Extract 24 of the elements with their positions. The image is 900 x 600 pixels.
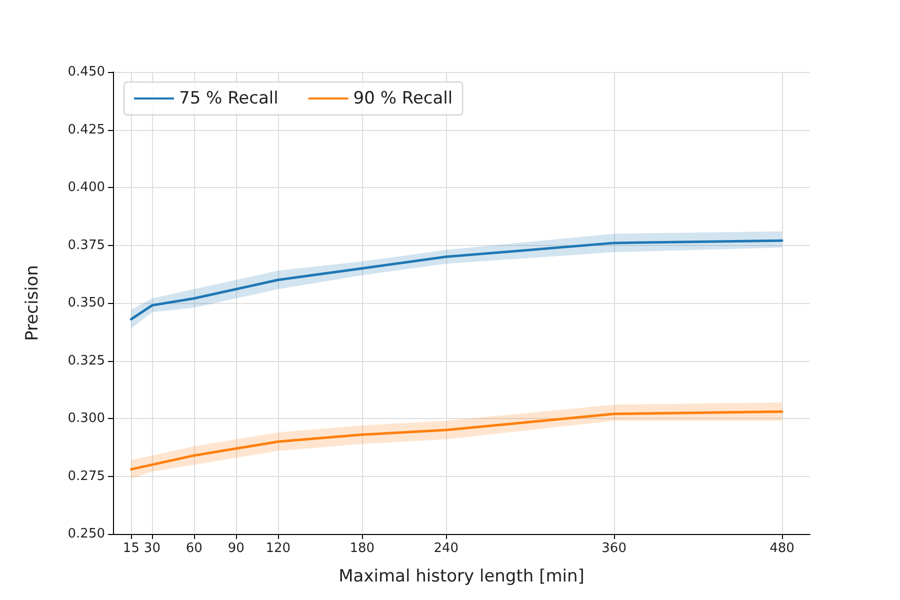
x-tick-label: 360 <box>602 541 626 556</box>
y-tick-label: 0.275 <box>68 468 105 484</box>
x-tick-label: 180 <box>350 541 375 556</box>
y-tick-label: 0.425 <box>68 122 105 138</box>
y-tick-label: 0.400 <box>68 180 105 195</box>
x-tick-label: 480 <box>770 541 794 556</box>
y-tick-label: 0.350 <box>68 296 105 310</box>
legend-label: 75 % Recall <box>179 88 278 108</box>
legend-label: 90 % Recall <box>353 88 453 108</box>
x-axis-title: Maximal history length [min] <box>338 566 584 586</box>
x-tick-label: 240 <box>434 541 459 556</box>
y-tick-label: 0.375 <box>68 238 105 253</box>
x-tick-label: 90 <box>228 541 244 556</box>
y-tick-label: 0.300 <box>68 411 105 426</box>
line-series <box>130 410 784 471</box>
y-tick-label: 0.325 <box>68 353 105 368</box>
x-tick-label: 120 <box>266 541 291 556</box>
x-tick-label: 60 <box>186 541 202 556</box>
y-tick-label: 0.250 <box>68 526 105 542</box>
y-axis-title: Precision <box>22 265 42 341</box>
line-series <box>130 239 784 320</box>
y-tick-label: 0.450 <box>68 64 105 80</box>
x-tick-label: 15 <box>122 541 140 556</box>
x-tick-label: 30 <box>144 541 160 556</box>
